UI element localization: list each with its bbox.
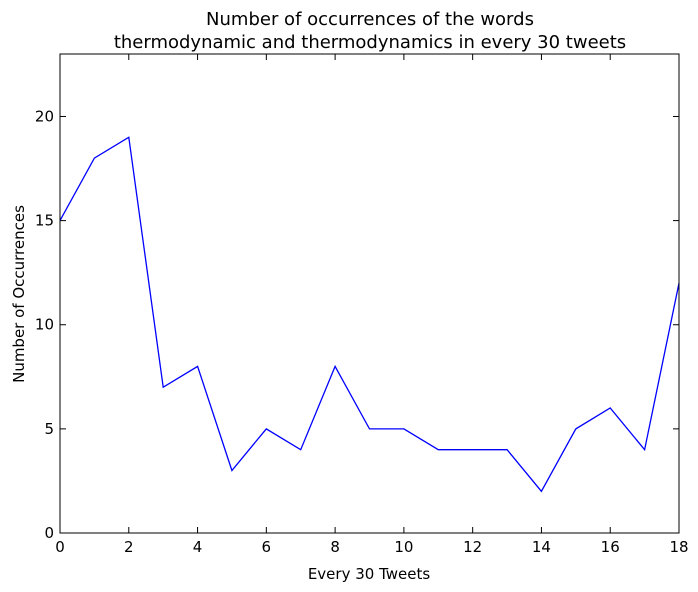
x-tick-label: 4 (193, 538, 203, 556)
x-tick-label: 6 (262, 538, 272, 556)
series-line (59, 136, 680, 493)
x-tick-label: 18 (669, 538, 688, 556)
x-tick-label: 16 (601, 538, 620, 556)
y-tick-label: 20 (35, 107, 54, 125)
chart-title-line-2: thermodynamic and thermodynamics in ever… (114, 32, 626, 53)
y-tick-label: 10 (35, 316, 54, 334)
y-axis-label: Number of Occurrences (10, 205, 28, 383)
plot-area-frame (59, 53, 680, 534)
x-axis-label: Every 30 Tweets (308, 565, 431, 583)
y-tick-label: 5 (44, 420, 54, 438)
x-tick-label: 12 (463, 538, 482, 556)
x-tick-label: 14 (532, 538, 551, 556)
x-tick-label: 0 (55, 538, 65, 556)
y-tick-label: 0 (44, 524, 54, 542)
x-tick-label: 8 (330, 538, 340, 556)
axis-ticks (59, 54, 680, 534)
tick-labels: 0 2 4 6 8 10 12 14 16 18 0 5 10 15 20 (35, 107, 689, 556)
x-tick-label: 2 (124, 538, 134, 556)
chart-title-line-1: Number of occurrences of the words (206, 9, 534, 30)
x-tick-label: 10 (394, 538, 413, 556)
y-tick-label: 15 (35, 212, 54, 230)
